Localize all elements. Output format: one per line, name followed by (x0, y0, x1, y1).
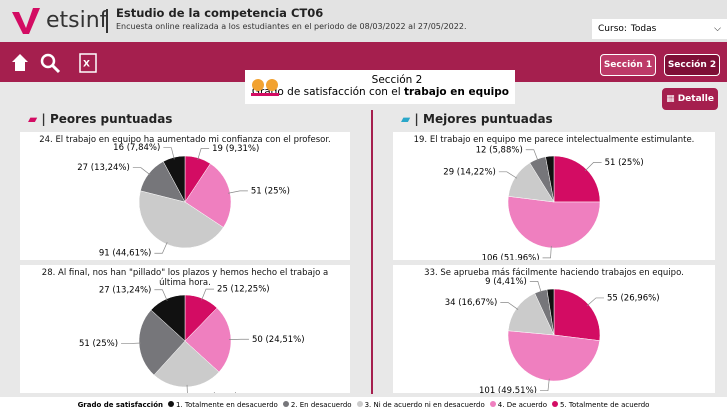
legend-item: 1. Totalmente en desacuerdo (168, 400, 278, 409)
value-label: 34 (16,67%) (445, 298, 498, 308)
detail-label: Detalle (677, 94, 714, 104)
pie-chart: 51 (25%) 106 (51,96%) 29 (14,22%) 12 (5,88%… (443, 145, 644, 260)
section-box: Sección 2 Grado de satisfacción con el t… (245, 70, 515, 104)
label-leader (121, 342, 142, 344)
legend-label: 2. En desacuerdo (290, 400, 352, 409)
value-label: 91 (44,61%) (99, 249, 152, 259)
label-leader (201, 288, 215, 301)
label-leader (586, 297, 604, 307)
value-label: 55 (26,96%) (607, 293, 660, 303)
logo-mark (12, 8, 40, 34)
value-label: 12 (5,88%) (476, 145, 523, 155)
pie-slice (546, 288, 555, 336)
section-icon (251, 79, 279, 96)
value-label: 27 (13,24%) (77, 163, 130, 173)
legend-item: 5. Totalmente de acuerdo (552, 400, 650, 409)
legend-swatch (168, 400, 174, 407)
value-label: 51 (25%) (251, 186, 290, 196)
panel-title: ▰ | Mejores puntuadas (401, 112, 553, 126)
panel-title-text: Mejores puntuadas (423, 112, 553, 126)
label-leader (542, 245, 552, 259)
label-leader (197, 148, 210, 160)
value-label: 29 (14,22%) (443, 167, 496, 177)
pie-chart: 19 (9,31%) 51 (25%) 91 (44,61%) 27 (13,24%)… (77, 143, 290, 259)
pie-chart: 25 (12,25%) 50 (24,51%) 51 (25%) 51 (25%) 27… (79, 285, 305, 393)
label-leader (584, 162, 602, 172)
value-label: 101 (49,51%) (479, 386, 537, 393)
header: etsinf Estudio de la competencia CT06 En… (0, 0, 727, 42)
label-leader (163, 147, 175, 160)
legend-swatch (356, 400, 363, 407)
section-title: Sección 2 (371, 74, 423, 86)
section-heading-bold: trabajo en equipo (403, 86, 509, 98)
chart-title: 19. El trabajo en equipo me parece intel… (413, 135, 695, 145)
legend-swatch (552, 400, 558, 407)
value-label: 51 (25%) (79, 339, 118, 349)
value-label: 27 (13,24%) (99, 285, 152, 295)
section-1-button[interactable]: Sección 1 (600, 54, 656, 76)
legend: Grado de satisfacción 1. Totalmente en d… (0, 397, 727, 412)
course-select[interactable]: Curso: Todas ⌵ (592, 19, 727, 39)
legend-swatch (489, 400, 496, 407)
course-label: Curso: (598, 24, 627, 34)
value-label: 51 (25%) (199, 392, 238, 393)
divider (106, 9, 108, 33)
label-leader (154, 289, 168, 301)
legend-item: 4. De acuerdo (489, 400, 547, 409)
value-label: 50 (24,51%) (252, 335, 305, 345)
pie-chart: 55 (26,96%) 101 (49,51%) 34 (16,67%) 9 (4,4… (445, 277, 660, 393)
svg-text:X: X (83, 60, 90, 70)
label-leader (539, 378, 550, 392)
pie-slice (545, 155, 555, 203)
pie-slice (553, 288, 601, 341)
value-label: 51 (25%) (605, 158, 644, 168)
brand: etsinf (46, 8, 108, 33)
chart-title: 33. Se aprueba más fácilmente haciendo t… (424, 268, 684, 278)
chart-card: 19 (9,31%) 51 (25%) 91 (44,61%) 27 (13,24%)… (20, 132, 350, 260)
legend-label: 1. Totalmente en desacuerdo (176, 400, 278, 409)
legend-label: 5. Totalmente de acuerdo (560, 400, 650, 409)
chart-card: 51 (25%) 106 (51,96%) 29 (14,22%) 12 (5,88%… (393, 132, 715, 260)
chart-title: 24. El trabajo en equipo ha aumentado mi… (39, 135, 331, 145)
legend-label: 3. Ni de acuerdo ni en desacuerdo (364, 400, 485, 409)
panel-title: ▰ | Peores puntuadas (28, 112, 173, 126)
panel-title-text: Peores puntuadas (50, 112, 173, 126)
detail-button[interactable]: ▦ Detalle (662, 88, 718, 110)
chart-card: 55 (26,96%) 101 (49,51%) 34 (16,67%) 9 (4,4… (393, 265, 715, 393)
chart-title: 28. Al final, nos han "pillado" los plaz… (41, 268, 329, 288)
chart-card: 25 (12,25%) 50 (24,51%) 51 (25%) 51 (25%) 27… (20, 265, 350, 393)
title: Estudio de la competencia CT06 (116, 6, 324, 20)
legend-title: Grado de satisfacción (77, 400, 163, 409)
label-leader (498, 171, 518, 179)
label-leader (132, 167, 151, 176)
label-leader (500, 302, 519, 310)
label-leader (154, 242, 168, 254)
label-leader (529, 281, 542, 293)
section-heading: Grado de satisfacción con el (251, 86, 401, 98)
toolbar-icons: X (12, 53, 97, 74)
course-value: Todas (630, 24, 657, 34)
legend-label: 4. De acuerdo (497, 400, 547, 409)
label-leader (228, 190, 248, 194)
value-label: 106 (51,96%) (482, 253, 540, 260)
label-leader (186, 384, 188, 393)
legend-item: 3. Ni de acuerdo ni en desacuerdo (356, 400, 485, 409)
value-label: 19 (9,31%) (212, 144, 259, 154)
subtitle: Encuesta online realizada a los estudian… (116, 22, 467, 31)
panel-divider (371, 110, 373, 394)
legend-item: 2. En desacuerdo (282, 400, 352, 409)
section-2-button[interactable]: Sección 2 (664, 54, 720, 76)
legend-swatch (282, 400, 289, 407)
value-label: 16 (7,84%) (113, 143, 160, 153)
value-label: 9 (4,41%) (485, 277, 527, 287)
value-label: 25 (12,25%) (217, 285, 270, 295)
label-leader (525, 149, 539, 162)
pie-slice (507, 196, 601, 249)
